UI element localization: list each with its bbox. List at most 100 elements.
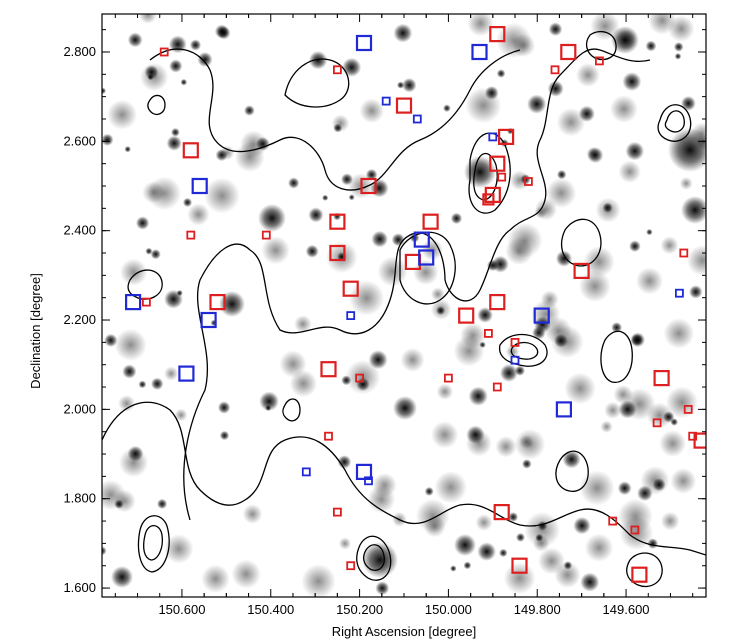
red-square-marker: [443, 373, 453, 383]
red-square-marker: [524, 177, 533, 186]
source-blob: [393, 396, 417, 420]
blue-square-marker: [346, 311, 356, 321]
source-blob: [164, 366, 179, 381]
red-square-marker: [483, 328, 493, 338]
marker-layer: [124, 26, 706, 583]
contour-line: [510, 341, 539, 360]
source-blob: [234, 142, 265, 173]
source-blob: [431, 287, 445, 302]
source-blob: [538, 547, 566, 575]
red-square-marker: [489, 294, 506, 311]
source-blob: [259, 391, 279, 412]
source-blob: [546, 177, 577, 209]
source-blob: [646, 228, 653, 236]
red-square-marker: [346, 561, 356, 571]
y-tick-label: 1.800: [63, 491, 96, 506]
source-blob: [120, 258, 148, 286]
contour-line: [284, 58, 350, 108]
blue-square-marker: [355, 34, 373, 52]
source-blob: [326, 241, 358, 274]
source-blob: [365, 168, 378, 181]
source-blob: [635, 267, 664, 295]
source-blob: [187, 203, 210, 226]
source-blob: [244, 105, 255, 116]
red-square-marker: [679, 248, 689, 258]
contour-line: [147, 94, 166, 116]
red-square-marker: [324, 431, 333, 441]
y-tick-label: 2.400: [63, 223, 96, 238]
source-blob: [450, 212, 463, 225]
contour-line: [356, 535, 392, 581]
y-tick-label: 2.000: [63, 401, 96, 416]
source-blob: [288, 177, 300, 189]
source-blob: [477, 307, 493, 323]
source-blob: [142, 181, 165, 204]
contour-line: [149, 48, 521, 191]
source-blob: [337, 455, 352, 469]
source-blob: [499, 548, 508, 558]
red-square-marker: [261, 230, 271, 240]
source-blob: [308, 51, 328, 70]
source-blob: [527, 94, 547, 114]
red-square-marker: [608, 516, 618, 526]
source-blob: [532, 535, 550, 552]
source-blob: [508, 512, 519, 522]
source-blob: [454, 534, 476, 556]
red-square-marker: [320, 361, 337, 378]
source-blob: [595, 197, 621, 223]
source-blob: [496, 69, 506, 78]
source-blob: [127, 445, 144, 462]
source-blob: [301, 564, 336, 597]
source-blob: [377, 256, 408, 287]
source-blob: [367, 485, 396, 514]
source-blob: [503, 562, 536, 594]
red-square-marker: [683, 404, 693, 414]
red-square-marker: [182, 142, 199, 159]
source-blob: [114, 328, 147, 361]
source-blob: [450, 565, 457, 572]
source-blob: [681, 96, 696, 111]
source-blob: [217, 401, 231, 414]
source-blob: [505, 344, 520, 359]
source-blob: [604, 401, 622, 419]
contour-line: [600, 330, 633, 383]
contour-line: [498, 333, 548, 367]
source-blob: [215, 149, 228, 162]
source-blob: [305, 244, 319, 258]
source-blob: [465, 87, 502, 124]
contour-line: [468, 132, 511, 214]
red-square-marker: [329, 244, 346, 262]
source-blob: [182, 197, 193, 207]
red-square-marker: [186, 230, 196, 240]
blue-square-marker: [178, 365, 195, 382]
source-blob: [556, 108, 586, 137]
contour-line: [127, 269, 163, 300]
source-blob: [466, 425, 485, 444]
blue-square-marker: [675, 288, 684, 298]
source-blob: [342, 57, 362, 77]
source-blob: [600, 420, 613, 433]
axis-ticks: 150.600 150.400 150.200 150.000 149.800 149.6…: [63, 14, 706, 617]
red-square-marker: [489, 26, 506, 43]
source-blob: [486, 259, 499, 272]
source-blob: [631, 334, 643, 346]
x-tick-label: 150.400: [247, 602, 294, 617]
blue-square-marker: [355, 463, 373, 480]
source-blob: [348, 280, 385, 316]
source-blob: [157, 498, 168, 509]
source-blob: [479, 341, 486, 348]
source-blob: [127, 32, 143, 48]
source-blob: [338, 537, 352, 550]
source-blob: [580, 572, 600, 592]
contour-line: [102, 401, 706, 556]
source-blob: [217, 26, 231, 40]
source-blob: [453, 335, 485, 367]
red-square-marker: [595, 56, 604, 66]
source-blob: [564, 372, 596, 405]
x-tick-label: 150.600: [158, 602, 205, 617]
red-square-marker: [631, 566, 648, 583]
y-tick-label: 2.200: [63, 312, 96, 327]
source-blob: [113, 489, 136, 513]
source-blob: [434, 471, 467, 504]
source-blob: [660, 236, 679, 255]
